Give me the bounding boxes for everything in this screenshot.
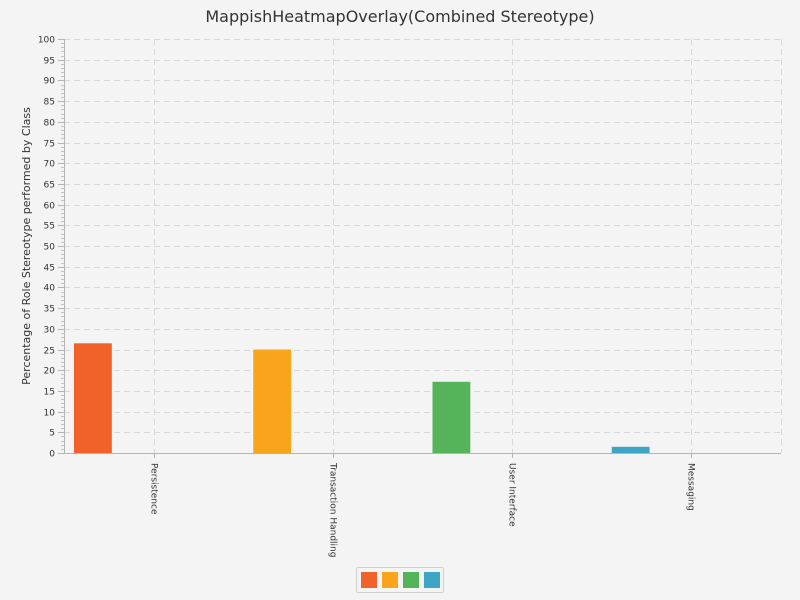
- y-tick-label: 25: [44, 347, 55, 357]
- grid: [64, 39, 782, 453]
- y-tick-label: 100: [38, 36, 55, 46]
- y-tick-label: 45: [44, 264, 55, 274]
- bar-user-interface: [432, 381, 471, 453]
- chart-title: MappishHeatmapOverlay(Combined Stereotyp…: [205, 7, 595, 26]
- legend-swatch: [402, 572, 419, 588]
- x-tick-label: User Interface: [507, 463, 517, 527]
- x-tick-label: Transaction Handling: [328, 462, 338, 557]
- y-tick-label: 55: [44, 222, 55, 232]
- legend-swatch: [423, 572, 440, 588]
- bar-transaction-handling: [253, 349, 292, 453]
- y-tick-label: 10: [44, 409, 56, 419]
- y-tick-label: 50: [44, 243, 56, 253]
- legend-swatch: [360, 572, 377, 588]
- legend-swatch: [381, 572, 398, 588]
- bars: [74, 343, 650, 453]
- y-tick-label: 65: [44, 181, 55, 191]
- axes: 0 5 10 15 20 25 30 35 40 45 50 55 60 65 70 75 80 85 90 95 10…: [38, 36, 781, 557]
- y-tick-label: 30: [44, 326, 56, 336]
- y-tick-label: 95: [44, 57, 55, 67]
- y-tick-label: 85: [44, 98, 55, 108]
- y-tick-label: 20: [44, 367, 56, 377]
- y-tick-label: 5: [49, 429, 55, 439]
- y-tick-label: 70: [44, 160, 56, 170]
- y-tick-label: 75: [44, 140, 55, 150]
- y-tick-label: 80: [44, 119, 56, 129]
- x-tick-label: Persistence: [149, 463, 159, 515]
- y-tick-label: 90: [44, 77, 56, 87]
- y-axis-label: Percentage of Role Stereotype performed …: [20, 107, 33, 385]
- x-tick-label: Messaging: [686, 463, 696, 511]
- y-tick-label: 60: [44, 202, 56, 212]
- y-tick-label: 15: [44, 388, 55, 398]
- y-tick-label: 40: [44, 284, 56, 294]
- y-tick-label: 0: [49, 450, 55, 460]
- legend: [356, 567, 444, 593]
- bar-persistence: [74, 343, 112, 453]
- y-tick-label: 35: [44, 305, 55, 315]
- bar-messaging: [611, 446, 650, 453]
